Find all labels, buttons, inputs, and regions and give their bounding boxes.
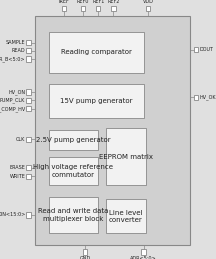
Text: ERASE: ERASE [10,165,25,170]
Text: VDD: VDD [143,0,153,4]
Bar [26,56,31,62]
Bar [26,137,31,142]
Text: ADR_B<5:0>: ADR_B<5:0> [0,56,25,62]
Text: REF1: REF1 [92,0,105,4]
Bar [194,47,198,52]
Bar [96,6,100,11]
Bar [26,174,31,179]
Bar [35,16,190,245]
Bar [194,95,198,100]
Bar [106,128,146,185]
Text: Read and write data
multiplexer block: Read and write data multiplexer block [38,208,109,222]
Text: HV_ON: HV_ON [8,89,25,95]
Text: REF2: REF2 [107,0,120,4]
Bar [49,157,98,185]
Bar [26,89,31,95]
Bar [26,106,31,111]
Bar [81,6,85,11]
Bar [106,199,146,233]
Text: HV_OK: HV_OK [199,94,216,100]
Bar [83,249,87,255]
Text: ADR<5:0>: ADR<5:0> [130,256,157,259]
Bar [26,40,31,45]
Text: WRITE: WRITE [10,174,25,179]
Text: Reading comparator: Reading comparator [61,49,132,55]
Bar [111,6,116,11]
Text: DIN<15:0>: DIN<15:0> [0,212,25,218]
Text: Line level
converter: Line level converter [109,210,143,223]
Bar [26,98,31,103]
Text: PUMP_CLK: PUMP_CLK [0,97,25,103]
Bar [26,165,31,170]
Text: DOUT: DOUT [199,47,213,52]
Bar [62,6,66,11]
Bar [26,48,31,53]
Bar [49,84,144,118]
Text: READ: READ [12,48,25,53]
Text: REF0: REF0 [77,0,89,4]
Text: IREF: IREF [58,0,69,4]
Bar [49,130,98,150]
Bar [49,32,144,73]
Text: SAMPLE: SAMPLE [6,40,25,45]
Bar [26,212,31,218]
Text: 15V pump generator: 15V pump generator [60,98,132,104]
Text: CLK: CLK [16,137,25,142]
Text: 2.5V pump generator: 2.5V pump generator [36,137,111,143]
Bar [49,197,98,233]
Text: EN_COMP_HV: EN_COMP_HV [0,106,25,112]
Text: EEPROM matrix: EEPROM matrix [99,154,153,160]
Text: High voltage reference
commutator: High voltage reference commutator [33,164,113,178]
Text: GND: GND [80,256,91,259]
Bar [141,249,146,255]
Bar [146,6,150,11]
